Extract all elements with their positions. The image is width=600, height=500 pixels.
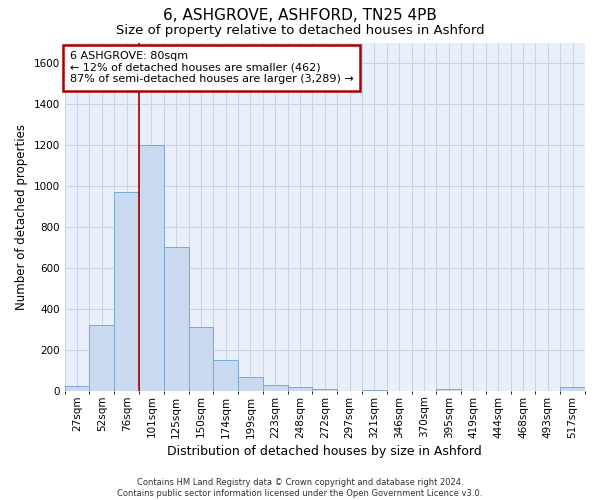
Text: Contains HM Land Registry data © Crown copyright and database right 2024.
Contai: Contains HM Land Registry data © Crown c…	[118, 478, 482, 498]
Bar	[287, 388, 313, 390]
Bar	[114, 192, 139, 390]
Bar	[238, 378, 263, 390]
Bar	[188, 327, 214, 390]
Text: Size of property relative to detached houses in Ashford: Size of property relative to detached ho…	[116, 24, 484, 37]
Y-axis label: Number of detached properties: Number of detached properties	[15, 124, 28, 310]
Bar	[65, 386, 89, 390]
Bar	[560, 388, 585, 390]
Bar	[214, 360, 238, 390]
Text: 6, ASHGROVE, ASHFORD, TN25 4PB: 6, ASHGROVE, ASHFORD, TN25 4PB	[163, 8, 437, 22]
Bar	[313, 388, 337, 390]
X-axis label: Distribution of detached houses by size in Ashford: Distribution of detached houses by size …	[167, 444, 482, 458]
Bar	[139, 145, 164, 390]
Bar	[164, 247, 188, 390]
Text: 6 ASHGROVE: 80sqm
← 12% of detached houses are smaller (462)
87% of semi-detache: 6 ASHGROVE: 80sqm ← 12% of detached hous…	[70, 51, 353, 84]
Bar	[436, 388, 461, 390]
Bar	[89, 325, 114, 390]
Bar	[263, 386, 287, 390]
